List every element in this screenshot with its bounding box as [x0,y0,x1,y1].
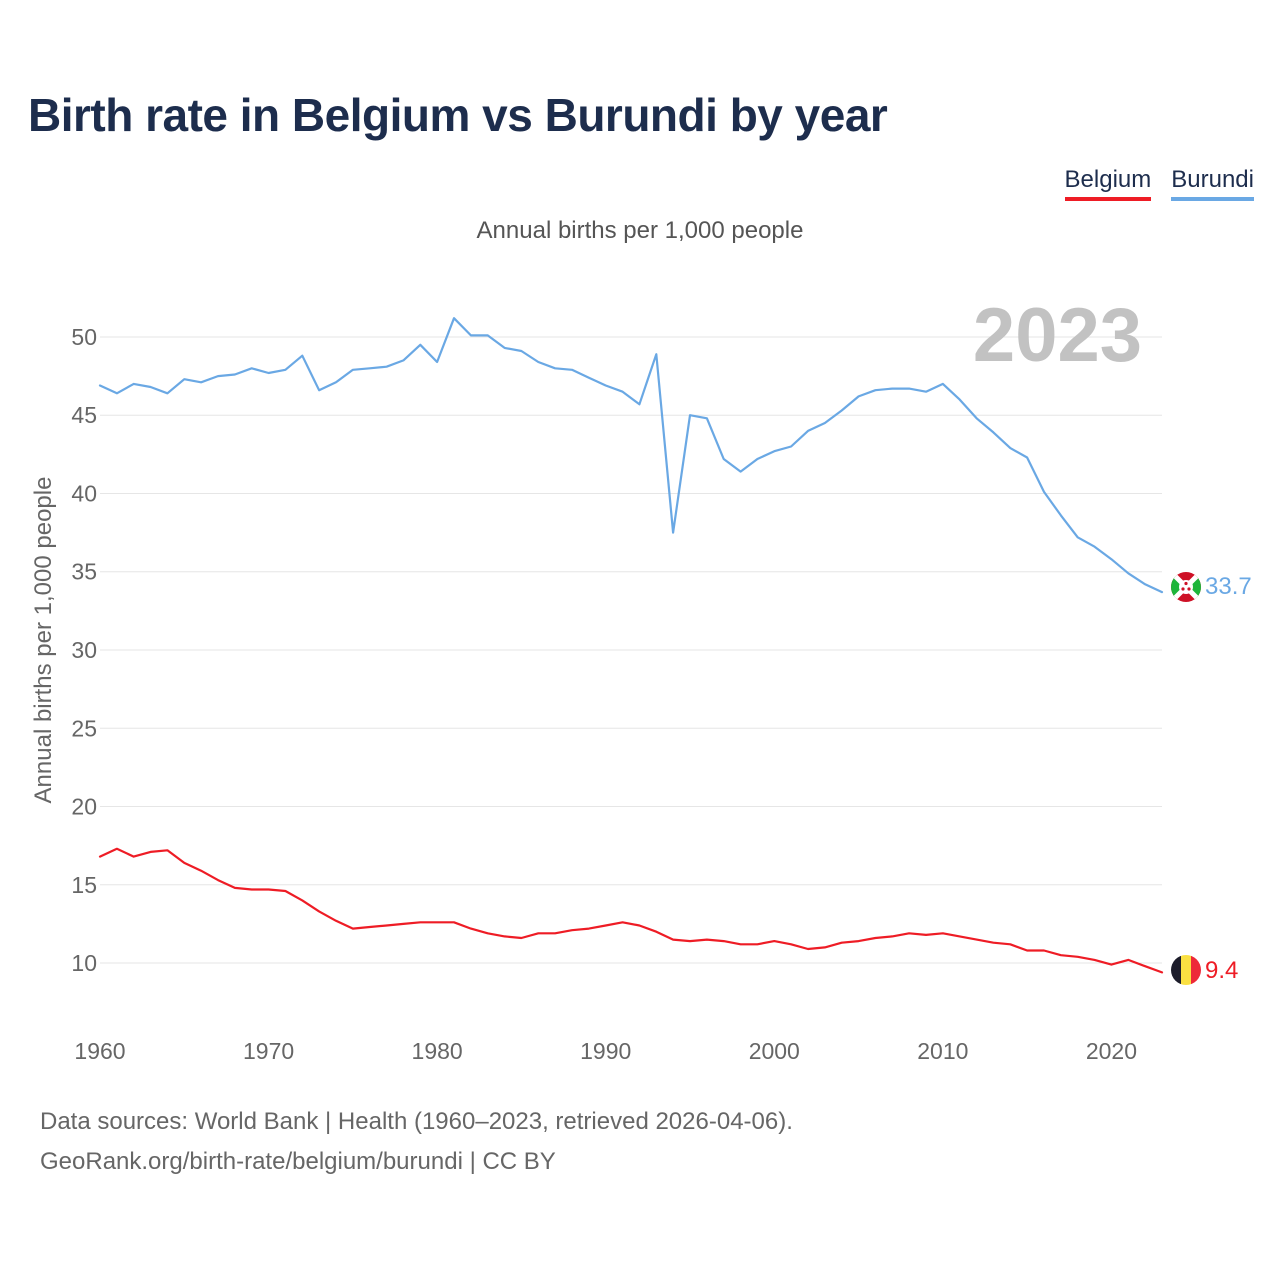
y-tick-label: 50 [71,324,97,350]
x-tick-label: 1990 [580,1038,631,1064]
chart-subtitle: Annual births per 1,000 people [476,217,804,244]
year-stamp: 2023 [972,293,1142,378]
x-tick-label: 2000 [749,1038,800,1064]
end-value-label-belgium: 9.4 [1205,957,1238,984]
end-value-label-burundi: 33.7 [1205,573,1252,600]
x-tick-label: 2020 [1086,1038,1137,1064]
legend-item-belgium[interactable]: Belgium [1064,166,1152,201]
x-tick-label: 1970 [243,1038,294,1064]
x-tick-label: 2010 [917,1038,968,1064]
y-tick-label: 10 [71,950,97,976]
y-tick-label: 40 [71,480,97,506]
y-tick-label: 15 [71,872,97,898]
footer-credit: GeoRank.org/birth-rate/belgium/burundi |… [40,1148,556,1175]
legend: Belgium Burundi [1064,166,1254,201]
y-axis-label: Annual births per 1,000 people [30,477,57,804]
x-tick-label: 1960 [74,1038,125,1064]
belgium-flag-icon [1171,955,1201,985]
burundi-flag-icon [1171,572,1201,602]
page-title: Birth rate in Belgium vs Burundi by year [28,89,888,141]
y-tick-label: 35 [71,559,97,585]
y-tick-label: 25 [71,715,97,741]
y-tick-label: 30 [71,637,97,663]
y-tick-label: 20 [71,794,97,820]
legend-item-burundi[interactable]: Burundi [1171,166,1254,201]
series-line-belgium [98,847,1164,974]
x-tick-label: 1980 [412,1038,463,1064]
y-tick-label: 45 [71,402,97,428]
series-line-burundi [98,317,1164,594]
footer-source: Data sources: World Bank | Health (1960–… [40,1108,793,1135]
